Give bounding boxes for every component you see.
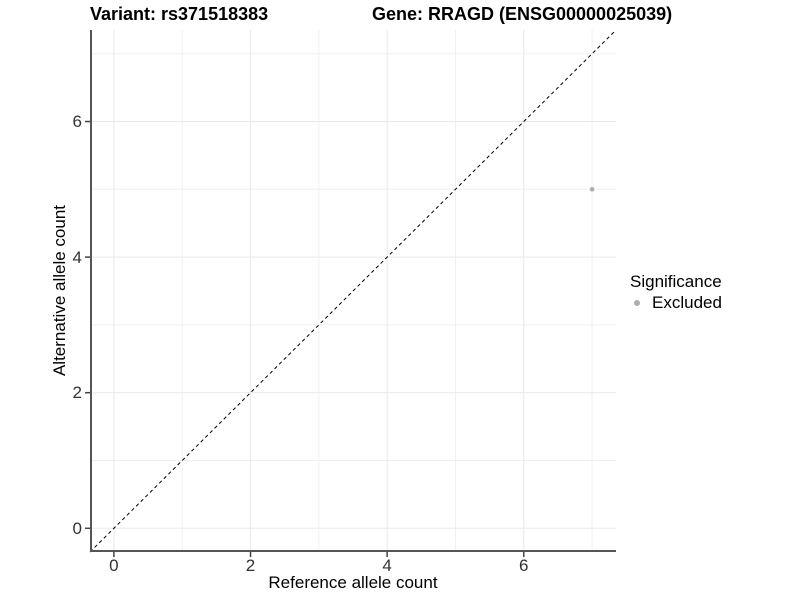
legend-item: Excluded xyxy=(630,292,722,313)
legend-item-label: Excluded xyxy=(652,293,722,312)
x-axis-title: Reference allele count xyxy=(268,573,438,592)
identity-line xyxy=(89,29,617,553)
x-tick-label: 2 xyxy=(245,556,256,575)
gene-title: Gene: RRAGD (ENSG00000025039) xyxy=(372,4,673,24)
data-point xyxy=(589,187,595,192)
y-tick-label: 4 xyxy=(72,247,82,267)
y-axis-title-box: Alternative allele count xyxy=(48,30,72,552)
x-tick-label: 4 xyxy=(382,556,392,575)
legend-point-swatch xyxy=(634,299,640,306)
plot-area-svg xyxy=(85,29,617,557)
variant-title: Variant: rs371518383 xyxy=(90,4,269,24)
x-tick-label: 0 xyxy=(109,556,119,575)
legend: Significance Excluded xyxy=(630,271,722,313)
plot-panel xyxy=(85,29,617,557)
legend-title: Significance xyxy=(630,272,722,291)
y-tick-label: 2 xyxy=(72,383,82,403)
y-tick-label: 0 xyxy=(72,518,82,538)
x-tick-label: 6 xyxy=(519,556,529,575)
y-tick-label: 6 xyxy=(72,112,82,132)
y-axis-title: Alternative allele count xyxy=(50,205,69,377)
